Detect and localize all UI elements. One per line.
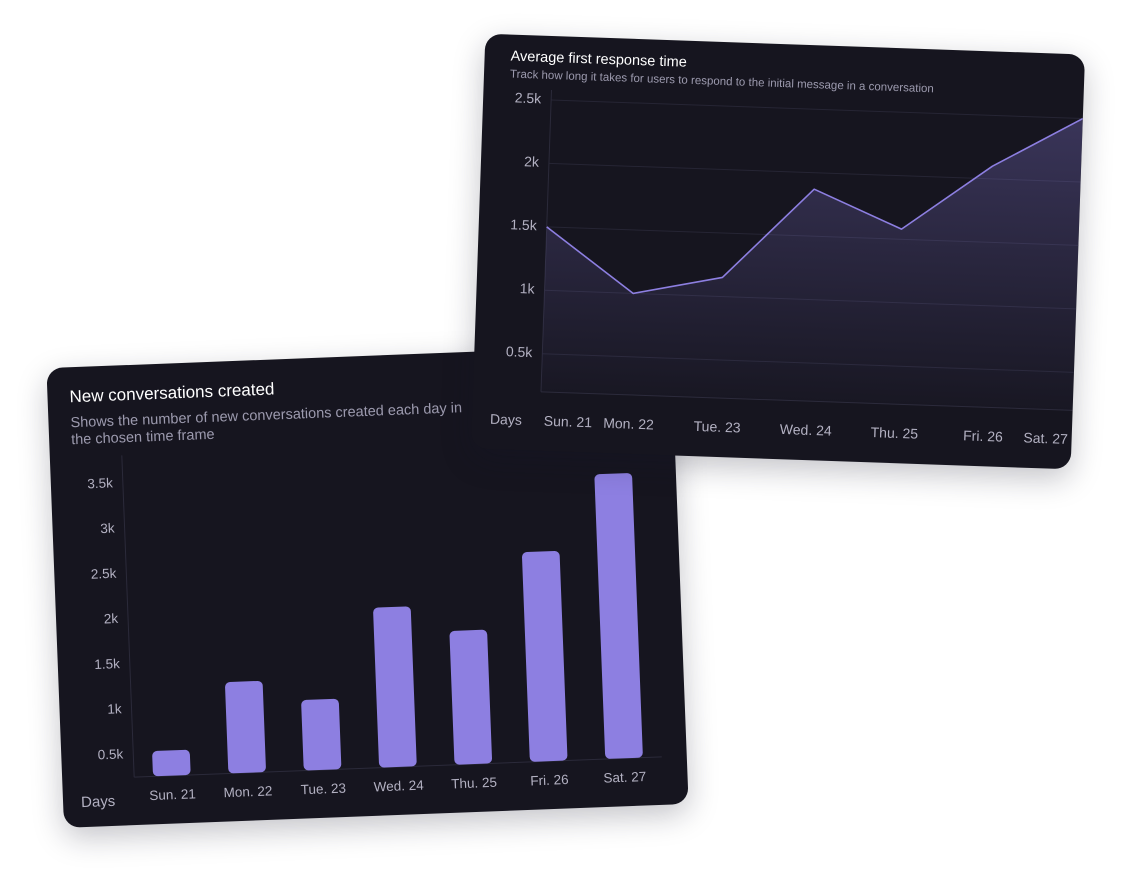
- y-tick-label: 2k: [104, 611, 119, 627]
- x-tick-label: Mon. 22: [603, 415, 654, 433]
- x-tick-label: Tue. 23: [693, 418, 741, 436]
- x-tick-label: Wed. 24: [780, 421, 833, 439]
- chart: 0.5k 1k 1.5k 2k 2.5k Days Sun. 21 Mon. 22 Tue. 2…: [490, 89, 1084, 447]
- y-tick-label: 2k: [524, 153, 540, 170]
- y-tick-label: 0.5k: [506, 343, 534, 360]
- x-tick-label: Thu. 25: [870, 424, 918, 442]
- x-tick-label: Wed. 24: [373, 778, 424, 795]
- x-tick-label: Fri. 26: [963, 427, 1003, 444]
- bar: [301, 698, 342, 771]
- line: [546, 117, 1084, 295]
- x-tick-label: Sun. 21: [149, 786, 196, 803]
- y-tick-label: 1k: [519, 280, 535, 297]
- x-tick-label: Sat. 27: [603, 769, 646, 786]
- x-tick-label: Fri. 26: [530, 772, 569, 788]
- x-tick-label: Tue. 23: [300, 781, 346, 798]
- bar: [522, 550, 568, 762]
- y-tick-label: 0.5k: [97, 746, 123, 762]
- y-tick-label: 3k: [100, 521, 115, 537]
- y-tick-label: 1k: [107, 701, 122, 717]
- x-tick-label: Sat. 27: [1023, 429, 1068, 447]
- y-tick-label: 2.5k: [514, 89, 542, 106]
- chart: 0.5k 1k 1.5k 2k 2.5k 3k 3.5k Days Sun. 21 Mon. 22…: [81, 455, 662, 811]
- x-axis-label: Days: [81, 793, 116, 811]
- y-tick-label: 2.5k: [91, 566, 117, 582]
- bar: [152, 749, 191, 777]
- y-axis-line: [121, 455, 135, 778]
- bar: [225, 680, 266, 774]
- bar: [449, 629, 492, 765]
- line-card: Average first response time Track how lon…: [470, 33, 1086, 470]
- line-area: [540, 118, 1083, 411]
- y-tick-label: 3.5k: [87, 475, 113, 491]
- x-tick-label: Thu. 25: [451, 775, 497, 792]
- bar-card: New conversations created Shows the numbe…: [46, 344, 689, 828]
- y-tick-label: 1.5k: [510, 216, 538, 233]
- bar: [373, 606, 417, 768]
- x-tick-label: Mon. 22: [223, 783, 272, 800]
- bar: [594, 473, 643, 759]
- x-axis-label: Days: [490, 411, 522, 428]
- y-tick-label: 1.5k: [94, 656, 120, 672]
- x-tick-label: Sun. 21: [544, 413, 593, 431]
- grid-line: [551, 99, 1083, 120]
